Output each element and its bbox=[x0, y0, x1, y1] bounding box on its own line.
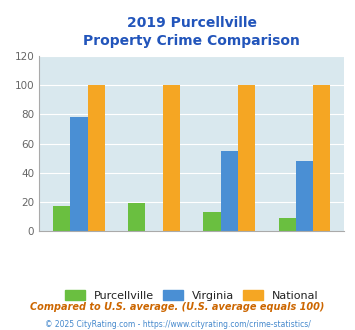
Bar bbox=[221, 151, 238, 231]
Bar bbox=[313, 85, 331, 231]
Bar bbox=[53, 206, 70, 231]
Text: © 2025 CityRating.com - https://www.cityrating.com/crime-statistics/: © 2025 CityRating.com - https://www.city… bbox=[45, 320, 310, 329]
Bar bbox=[203, 212, 221, 231]
Text: Compared to U.S. average. (U.S. average equals 100): Compared to U.S. average. (U.S. average … bbox=[30, 302, 325, 312]
Bar bbox=[163, 85, 180, 231]
Bar bbox=[296, 161, 313, 231]
Legend: Purcellville, Virginia, National: Purcellville, Virginia, National bbox=[61, 285, 323, 305]
Bar bbox=[88, 85, 105, 231]
Bar bbox=[279, 218, 296, 231]
Bar bbox=[70, 117, 88, 231]
Bar bbox=[238, 85, 255, 231]
Bar bbox=[128, 203, 146, 231]
Title: 2019 Purcellville
Property Crime Comparison: 2019 Purcellville Property Crime Compari… bbox=[83, 16, 300, 48]
